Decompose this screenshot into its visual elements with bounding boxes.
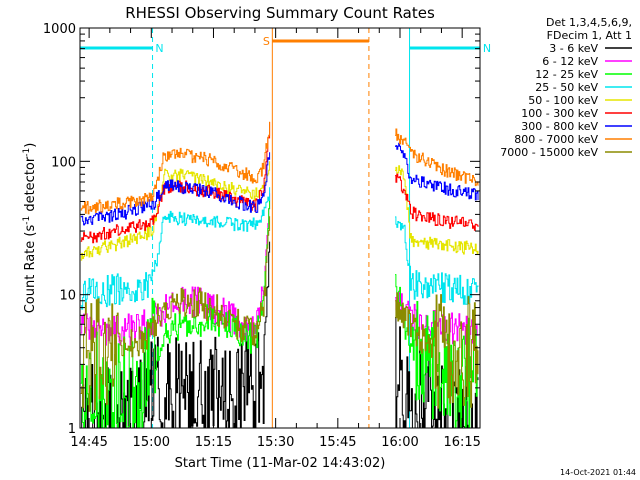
chart-title: RHESSI Observing Summary Count Rates <box>125 4 435 22</box>
x-tick-label-1: 15:00 <box>133 435 170 450</box>
series-line-7-seg-1 <box>395 128 479 187</box>
series-line-8-seg-0 <box>80 216 271 412</box>
x-tick-label-5: 16:00 <box>381 435 418 450</box>
x-tick-label-0: 14:45 <box>70 435 107 450</box>
legend-label-0: 3 - 6 keV <box>549 42 598 55</box>
legend-label-1: 6 - 12 keV <box>542 55 598 68</box>
series-line-6-seg-0 <box>80 152 271 226</box>
y-tick-label-2: 100 <box>51 155 76 170</box>
legend-header-line-1: Det 1,3,4,5,6,9, <box>546 16 632 29</box>
x-axis-label: Start Time (11-Mar-02 14:43:02) <box>175 456 386 471</box>
plot-frame <box>79 27 481 429</box>
y-axis-label: Count Rate (s-1 detector-1) <box>22 143 38 314</box>
legend: Det 1,3,4,5,6,9, FDecim 1, Att 1 3 - 6 k… <box>500 16 632 159</box>
y-axis-label-sup2: -1 <box>22 148 32 157</box>
y-axis-label-sup1: -1 <box>22 216 32 225</box>
legend-label-7: 800 - 7000 keV <box>514 133 598 146</box>
y-tick-label-1: 10 <box>59 289 76 304</box>
series-line-6-seg-1 <box>395 142 479 201</box>
legend-label-2: 12 - 25 keV <box>535 68 598 81</box>
legend-label-5: 100 - 300 keV <box>521 107 598 120</box>
y-axis-label-end: ) <box>23 143 38 148</box>
series-line-4-seg-1 <box>395 165 479 255</box>
series-layer <box>80 121 479 429</box>
y-axis-label-main: Count Rate (s <box>23 225 38 314</box>
marker-label-1: N <box>483 42 491 55</box>
y-axis-label-mid: detector <box>23 156 38 216</box>
y-tick-label-3: 1000 <box>43 22 76 37</box>
x-tick-label-6: 16:15 <box>443 435 480 450</box>
series-line-3-seg-1 <box>395 216 479 305</box>
observing-marker-layer: N NS <box>80 28 491 428</box>
y-tick-label-0: 1 <box>68 422 76 437</box>
series-line-4-seg-0 <box>80 161 271 261</box>
series-line-3-seg-0 <box>80 187 271 310</box>
marker-label-2: S <box>263 35 270 48</box>
series-line-5-seg-1 <box>395 173 479 231</box>
x-tick-label-4: 15:45 <box>319 435 356 450</box>
axis-layer: 14:45 15:00 15:15 15:30 15:45 16:00 16:15 1 10 10… <box>43 22 481 450</box>
legend-label-4: 50 - 100 keV <box>528 94 598 107</box>
legend-header-line-2: FDecim 1, Att 1 <box>547 29 632 42</box>
generation-timestamp: 14-Oct-2021 01:44 <box>560 468 636 477</box>
x-tick-label-2: 15:15 <box>195 435 232 450</box>
x-tick-label-3: 15:30 <box>257 435 294 450</box>
legend-label-3: 25 - 50 keV <box>535 81 598 94</box>
series-line-8-seg-1 <box>395 292 479 409</box>
marker-label-0: N <box>155 42 163 55</box>
series-line-7-seg-0 <box>80 121 271 215</box>
legend-label-8: 7000 - 15000 keV <box>500 146 598 159</box>
series-line-0-seg-1 <box>395 317 479 429</box>
legend-label-6: 300 - 800 keV <box>521 120 598 133</box>
